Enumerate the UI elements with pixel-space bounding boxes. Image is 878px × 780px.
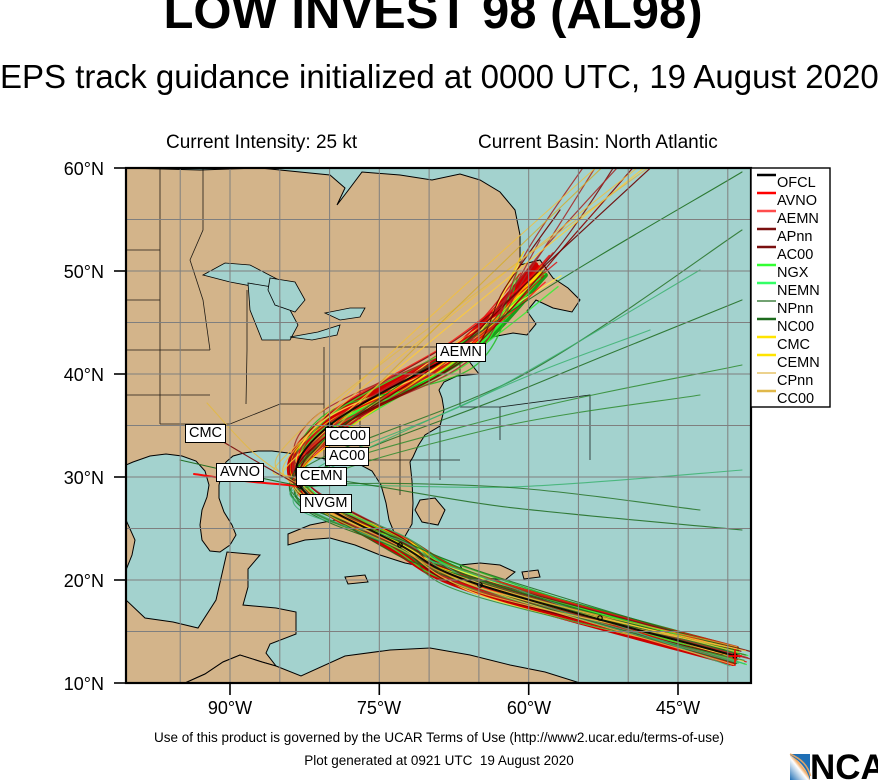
svg-text:NCAR: NCAR bbox=[810, 748, 878, 780]
